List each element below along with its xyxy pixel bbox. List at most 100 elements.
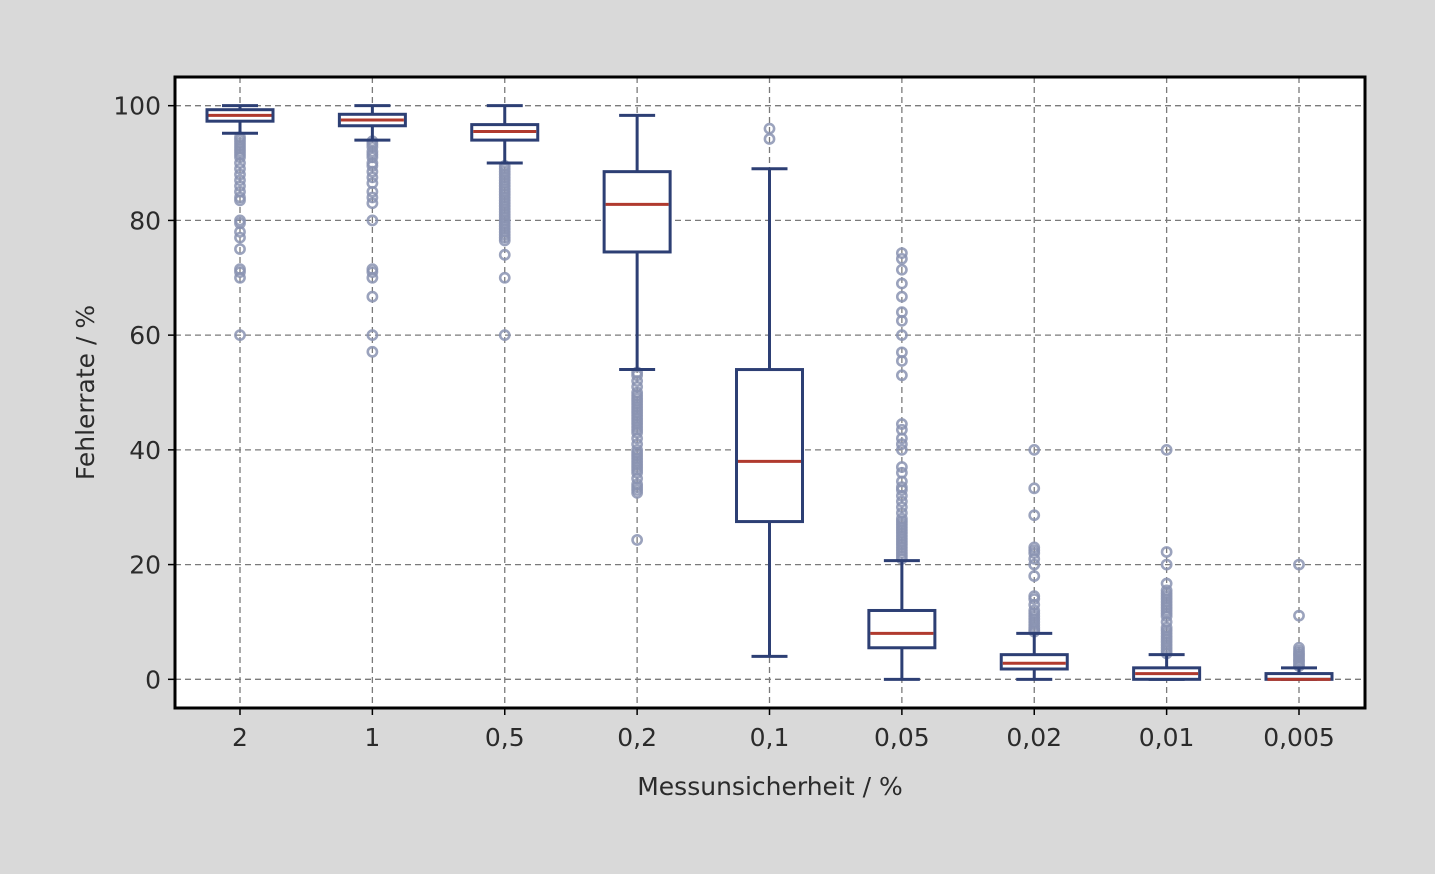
outlier-point [895,252,908,265]
outlier-point [1028,558,1041,571]
outlier-point [895,423,908,436]
outlier-point [1293,609,1305,622]
outlier-point [631,432,644,445]
y-tick-label: 100 [113,92,161,121]
outlier-point [1160,443,1173,456]
box-iqr [867,608,937,650]
outlier-point [895,512,908,525]
box-8 [1264,558,1334,681]
outlier-point [234,162,246,175]
x-axis-ticks: 2 1 0,5 0,2 0,1 0,05 0,02 0,01 0,005 [232,708,1335,752]
outlier-point [1028,443,1041,456]
outlier-point [366,345,379,358]
y-tick-label: 40 [129,436,161,465]
outlier-point [631,534,644,546]
outlier-point [895,346,908,359]
outlier-point [895,481,908,494]
outlier-point [234,180,246,192]
outlier-point [234,225,246,238]
outlier-point [234,151,246,164]
outlier-point [498,248,511,261]
y-tick-label: 0 [145,665,161,694]
outlier-point [895,466,908,479]
x-tick-label: 0,02 [1006,723,1062,752]
x-axis-label: Messunsicherheit / % [637,772,903,801]
outlier-point [895,329,908,342]
y-axis-label: Fehlerrate / % [71,305,100,480]
outlier-point [1160,558,1173,571]
outlier-point [895,501,908,514]
outlier-point [366,266,379,278]
outlier-point [498,271,511,284]
outlier-point [366,165,379,178]
outlier-point [631,486,644,499]
box-1 [337,104,407,358]
outlier-point [895,495,908,508]
outlier-point [234,194,246,207]
outlier-point [366,329,379,342]
outlier-point [234,243,246,255]
outlier-point [895,306,908,319]
outlier-point [366,214,379,227]
x-tick-label: 2 [232,723,248,752]
outlier-point [895,369,908,382]
outlier-point [1028,570,1041,582]
outlier-point [498,329,511,342]
outlier-point [1028,604,1041,617]
y-tick-label: 20 [129,551,161,580]
outlier-point [1160,584,1173,597]
outlier-point [895,277,908,290]
outlier-point [1028,590,1041,603]
outlier-point [1028,509,1041,522]
outlier-point [234,168,246,181]
box-6 [999,443,1069,681]
outlier-point [1293,641,1305,654]
box-2 [470,104,540,342]
box-5 [867,247,937,681]
outlier-point [1160,577,1173,590]
outlier-point [234,266,246,278]
outlier-point [234,329,246,342]
x-tick-label: 0,05 [874,723,930,752]
outlier-point [631,375,644,387]
x-tick-label: 0,2 [617,723,657,752]
outlier-point [366,160,379,172]
outlier-point [366,271,379,284]
x-tick-label: 0,5 [485,723,525,752]
box-3 [602,113,672,546]
y-axis-ticks: 0 20 40 60 80 100 [113,92,175,694]
outlier-point [895,461,908,473]
outlier-point [366,185,379,198]
outlier-point [234,231,246,244]
outlier-point [498,234,511,247]
outlier-point [895,438,908,451]
outlier-point [895,247,908,260]
x-tick-label: 0,01 [1139,723,1195,752]
box-iqr [602,170,672,254]
outlier-point [234,157,246,169]
outlier-point [234,174,246,187]
x-tick-label: 0,1 [750,723,790,752]
outlier-point [631,466,644,479]
box-series [205,104,1334,681]
outlier-point [366,171,379,184]
box-iqr [735,368,804,524]
outlier-point [1028,482,1041,495]
outlier-point [895,418,908,430]
outlier-point [366,191,379,204]
outlier-point [631,426,644,439]
outlier-point [895,263,908,276]
outlier-point [1293,558,1305,571]
outlier-point [366,197,379,210]
outlier-point [895,443,908,456]
x-tick-label: 1 [364,723,380,752]
outlier-point [763,133,776,145]
outlier-point [366,290,379,303]
y-tick-label: 80 [129,206,161,235]
box-4 [735,122,804,658]
outlier-point [895,507,908,519]
outlier-point [234,271,246,284]
outlier-point [1028,541,1041,554]
outlier-point [895,290,908,303]
